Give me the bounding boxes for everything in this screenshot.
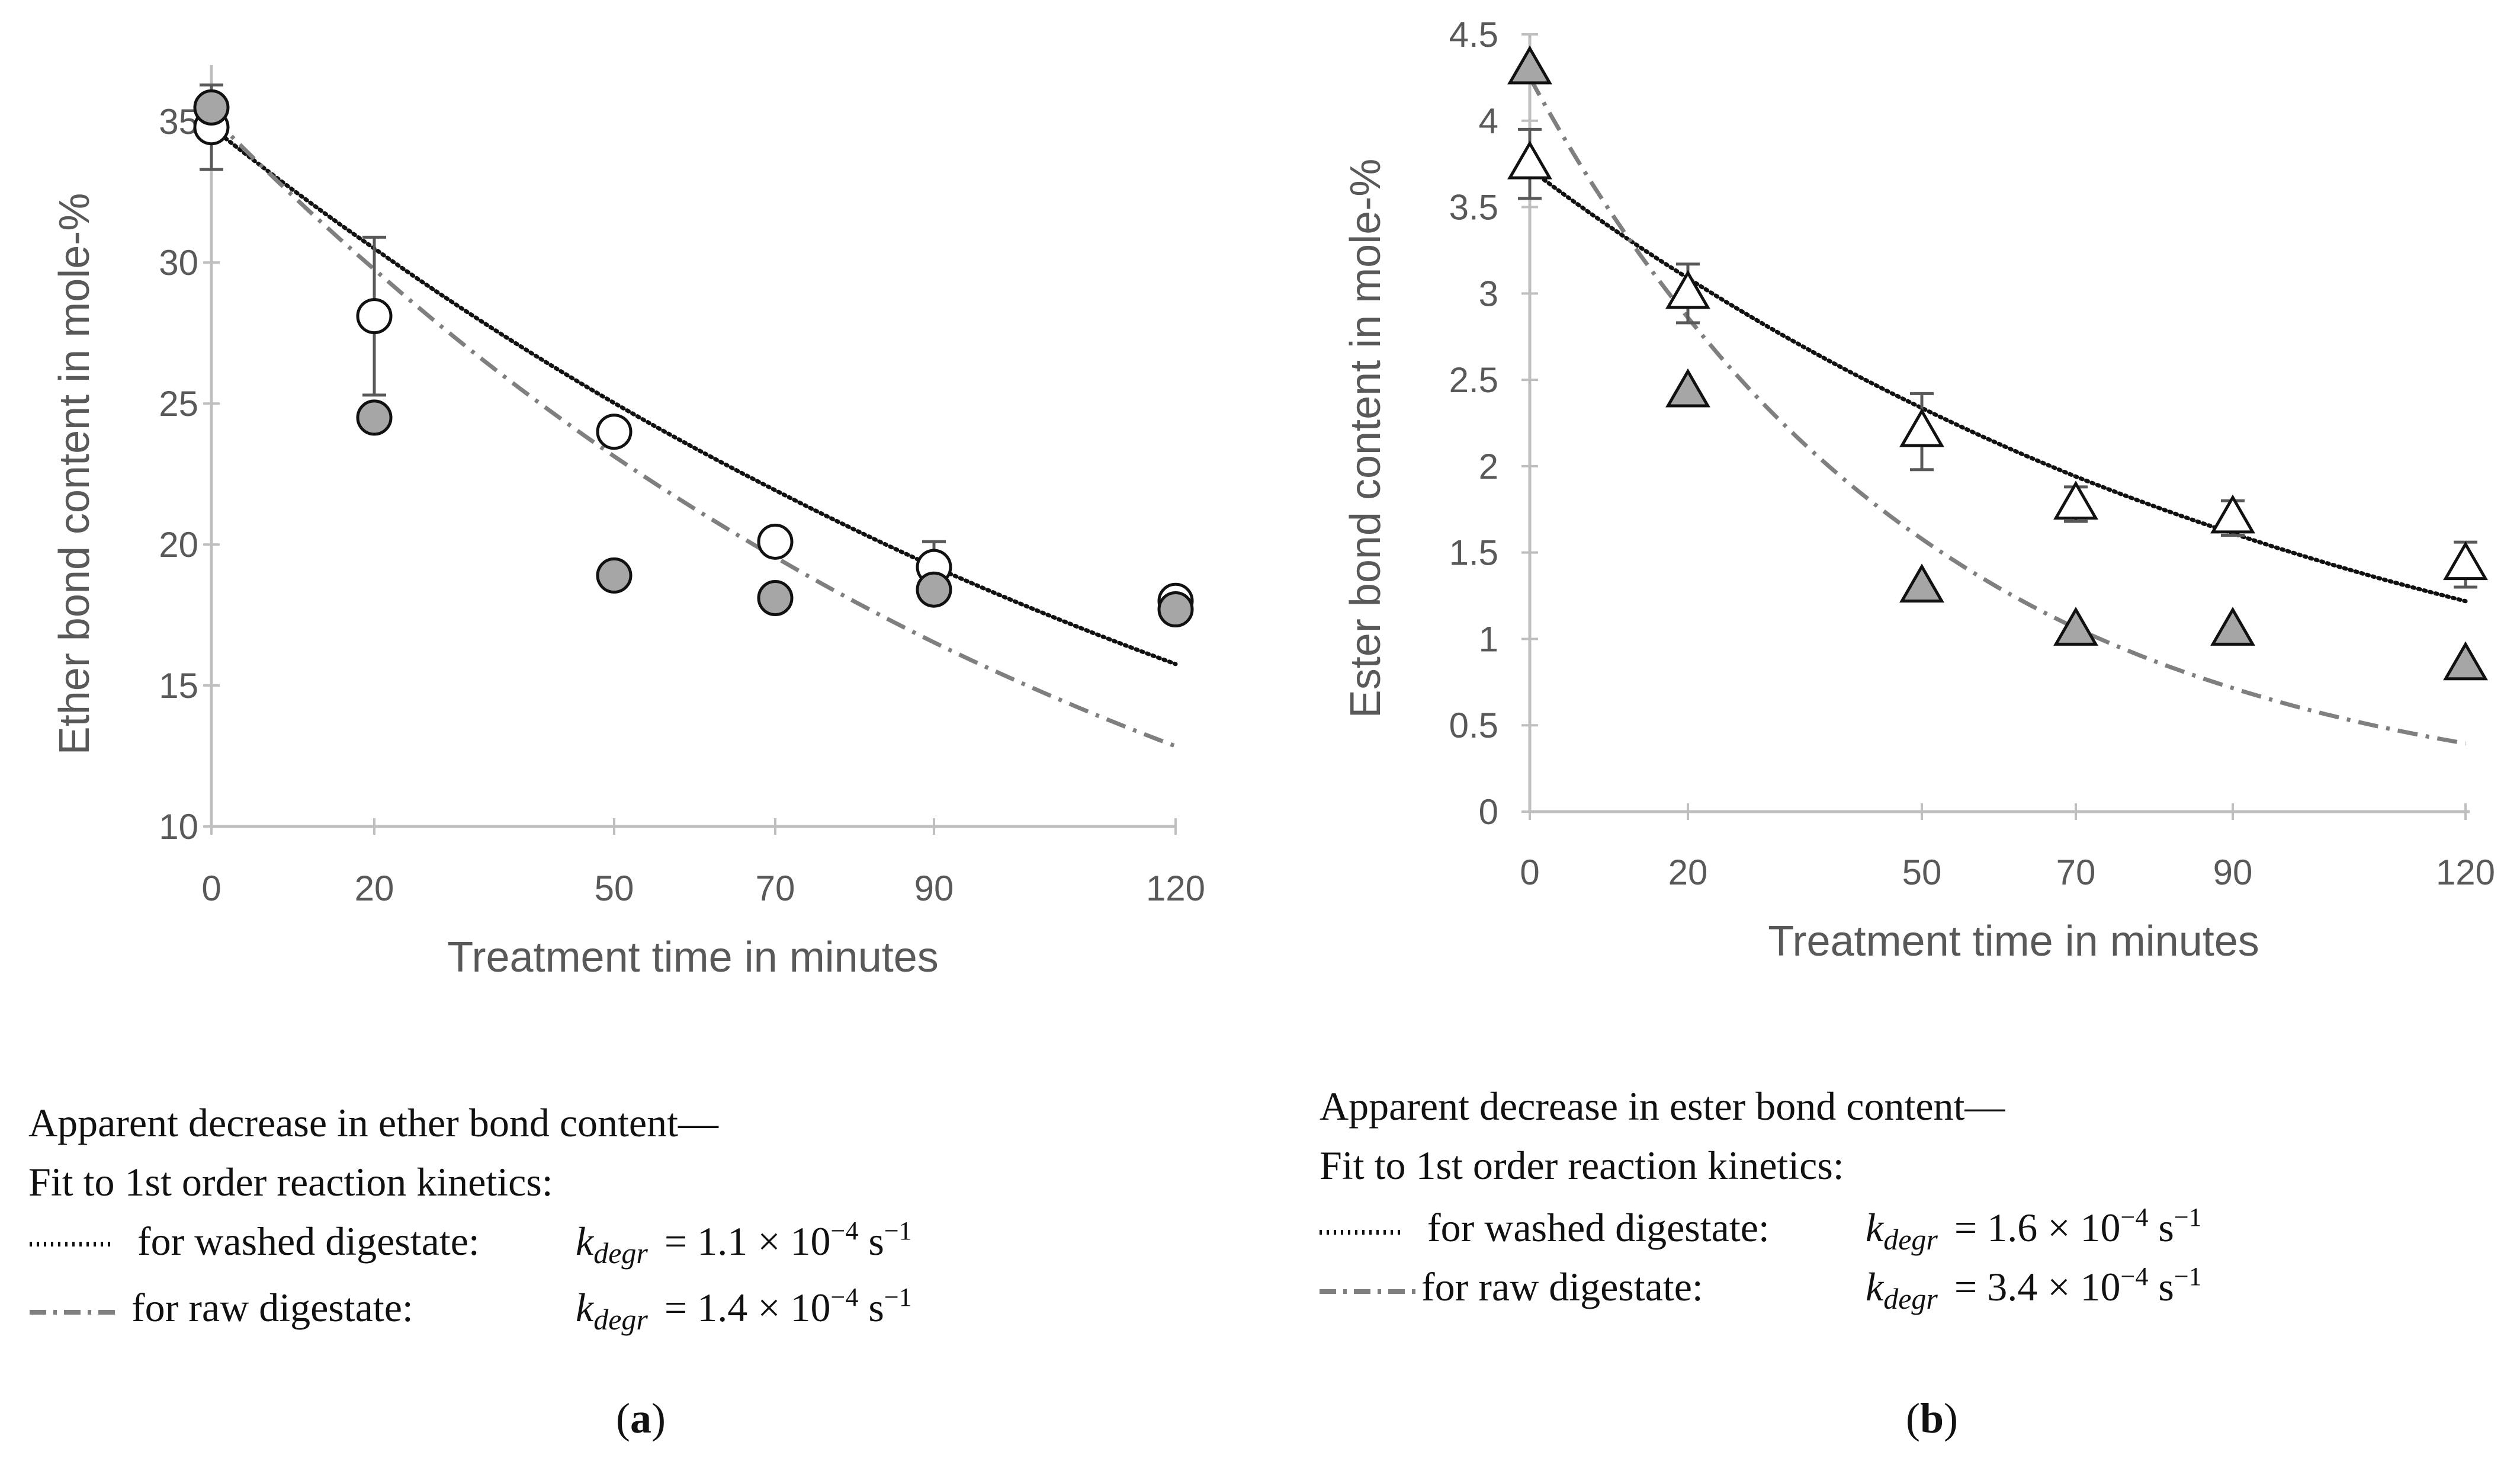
raw-data-point: [1665, 368, 1710, 408]
washed-data-point: [2443, 541, 2488, 581]
y-tick-label: 2: [1479, 447, 1498, 486]
y-tick-label: 30: [159, 243, 198, 283]
x-tick-label: 70: [2056, 853, 2096, 892]
panel-a-legend-washed-label: for washed digestate:: [137, 1219, 480, 1264]
raw-data-point: [757, 580, 794, 616]
x-tick-label: 0: [1520, 853, 1539, 892]
x-tick-label: 120: [1146, 869, 1205, 908]
washed-fit-line: [1527, 166, 2468, 604]
washed-data-point: [757, 523, 794, 560]
panel-a-label: (a): [616, 1395, 666, 1442]
panel-b-legend-raw-k: kdegr = 3.4 × 10−4 s−1: [1866, 1262, 2202, 1315]
x-tick-label: 0: [201, 869, 221, 908]
panel-a-chart: 10 15 20 25 30 35 0 20 50 70 90 120 Ether bond cont…: [51, 65, 1205, 981]
washed-data-point: [1507, 140, 1552, 180]
panel-b-legend-washed-label: for washed digestate:: [1427, 1205, 1770, 1250]
y-tick-label: 2.5: [1449, 360, 1498, 400]
x-tick-label: 70: [756, 869, 795, 908]
y-tick-label: 25: [159, 384, 198, 424]
y-tick-label: 35: [159, 102, 198, 142]
panel-b-caption-line1: Apparent decrease in ester bond content—: [1320, 1084, 2005, 1129]
y-tick-label: 3.5: [1449, 188, 1498, 227]
panel-b-caption: Apparent decrease in ester bond content—…: [1320, 1084, 2202, 1442]
x-tick-label: 50: [1902, 853, 1942, 892]
washed-data-point: [596, 414, 633, 450]
panel-b-legend-washed-k: kdegr = 1.6 × 10−4 s−1: [1866, 1203, 2202, 1256]
raw-fit-line: [1527, 76, 2466, 746]
raw-data-point: [356, 399, 393, 436]
x-tick-label: 20: [355, 869, 394, 908]
panel-a-legend-raw-k: kdegr = 1.4 × 10−4 s−1: [576, 1283, 912, 1336]
washed-data-point: [1899, 408, 1944, 447]
washed-data-point: [356, 298, 393, 335]
y-tick-label: 10: [159, 807, 198, 847]
washed-data-point: [2053, 480, 2098, 520]
y-tick-label: 1.5: [1449, 533, 1498, 573]
washed-data-point: [2210, 494, 2255, 534]
y-tick-label: 4: [1479, 101, 1498, 141]
raw-data-point: [596, 557, 633, 594]
panel-b-x-axis-title: Treatment time in minutes: [1768, 918, 2259, 965]
raw-data-point: [916, 571, 952, 608]
raw-fit-line: [210, 114, 1177, 748]
panel-b-chart: 0 0.5 1 1.5 2 2.5 3 3.5 4 4.5 0 20 50 70 90 120 Ester b…: [1342, 15, 2495, 965]
raw-data-point: [1507, 45, 1552, 85]
y-tick-label: 20: [159, 525, 198, 565]
raw-data-point: [2443, 641, 2488, 681]
x-tick-label: 50: [595, 869, 634, 908]
x-tick-label: 120: [2436, 853, 2495, 892]
panel-b-label: (b): [1906, 1395, 1958, 1442]
y-tick-label: 0.5: [1449, 706, 1498, 745]
panel-a-x-axis-title: Treatment time in minutes: [447, 934, 939, 981]
x-tick-label: 20: [1668, 853, 1708, 892]
panel-a-legend-raw-label: for raw digestate:: [131, 1285, 413, 1330]
washed-fit-line: [209, 125, 1178, 666]
panel-a-y-axis-title: Ether bond content in mole-%: [51, 193, 98, 755]
y-tick-label: 15: [159, 666, 198, 706]
panel-b-legend-raw-label: for raw digestate:: [1421, 1264, 1703, 1309]
panel-a-caption-line2: Fit to 1st order reaction kinetics:: [28, 1159, 553, 1204]
y-tick-label: 0: [1479, 792, 1498, 832]
raw-data-point: [1899, 563, 1944, 603]
y-tick-label: 3: [1479, 274, 1498, 313]
raw-data-point: [1157, 591, 1194, 628]
panel-b-caption-line2: Fit to 1st order reaction kinetics:: [1320, 1143, 1844, 1188]
panel-a-caption-line1: Apparent decrease in ether bond content—: [28, 1100, 719, 1145]
x-tick-label: 90: [2213, 853, 2253, 892]
panel-b-y-axis-title: Ester bond content in mole-%: [1342, 159, 1389, 719]
raw-data-point: [2210, 607, 2255, 646]
y-tick-label: 1: [1479, 619, 1498, 659]
washed-data-point: [1665, 270, 1710, 309]
y-tick-label: 4.5: [1449, 15, 1498, 55]
raw-data-point: [2053, 607, 2098, 646]
panel-a-legend-washed-k: kdegr = 1.1 × 10−4 s−1: [576, 1216, 912, 1270]
x-tick-label: 90: [914, 869, 954, 908]
raw-data-point: [193, 89, 230, 126]
panel-a-caption: Apparent decrease in ether bond content—…: [28, 1100, 912, 1442]
